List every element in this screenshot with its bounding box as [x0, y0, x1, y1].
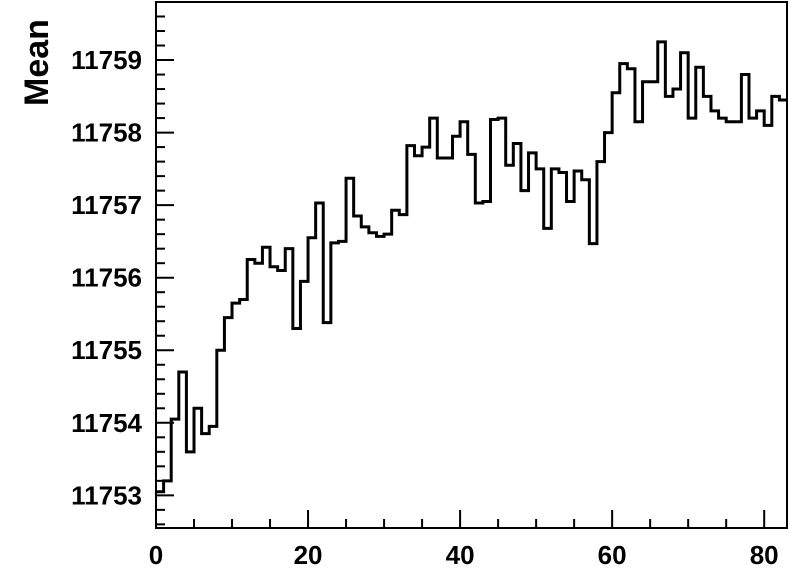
x-tick-label: 60	[598, 540, 627, 570]
x-tick-label: 40	[446, 540, 475, 570]
y-tick-label: 11756	[71, 263, 142, 293]
plot-frame	[155, 1, 788, 529]
y-tick-label: 11758	[71, 118, 142, 148]
y-tick-label: 11753	[71, 480, 142, 510]
mean-series-line	[156, 40, 787, 494]
y-tick-label: 11759	[71, 45, 142, 75]
x-tick-label: 0	[149, 540, 163, 570]
y-axis-label: Mean	[18, 19, 56, 106]
tick-labels: 0 20 40 60 80 11753 11754 11755 11756 11757 11758 1…	[71, 45, 779, 570]
x-tick-label: 20	[294, 540, 323, 570]
axis-ticks	[155, 1, 766, 528]
y-tick-label: 11757	[71, 190, 142, 220]
y-tick-label: 11754	[71, 408, 142, 438]
x-tick-label: 80	[750, 540, 779, 570]
y-tick-label: 11755	[71, 335, 142, 365]
